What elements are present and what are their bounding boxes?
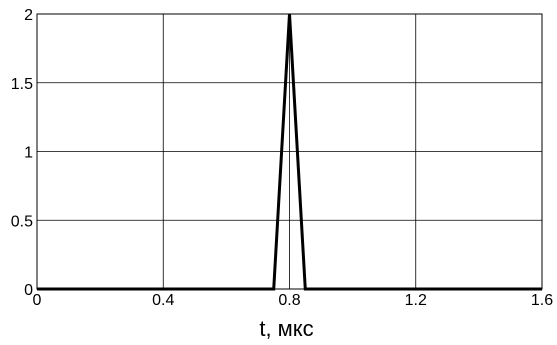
y-tick-label: 1.5 [11,76,33,93]
series-line [37,13,542,291]
x-tick-label: 1.2 [405,292,427,309]
x-tick-label: 1.6 [531,292,553,309]
x-tick-label: 0 [33,292,42,309]
y-tick-labels: 0 0.5 1 1.5 2 [11,7,33,299]
series-group [37,13,542,291]
y-tick-label: 1 [24,145,33,162]
x-tick-label: 0.4 [152,292,174,309]
x-tick-label: 0.8 [278,292,300,309]
y-tick-label: 2 [24,7,33,24]
x-tick-labels: 0 0.4 0.8 1.2 1.6 [33,292,554,309]
grid-lines [36,13,543,290]
x-axis-label: t, мкс [259,316,313,341]
y-tick-label: 0 [24,282,33,299]
y-tick-label: 0.5 [11,213,33,230]
